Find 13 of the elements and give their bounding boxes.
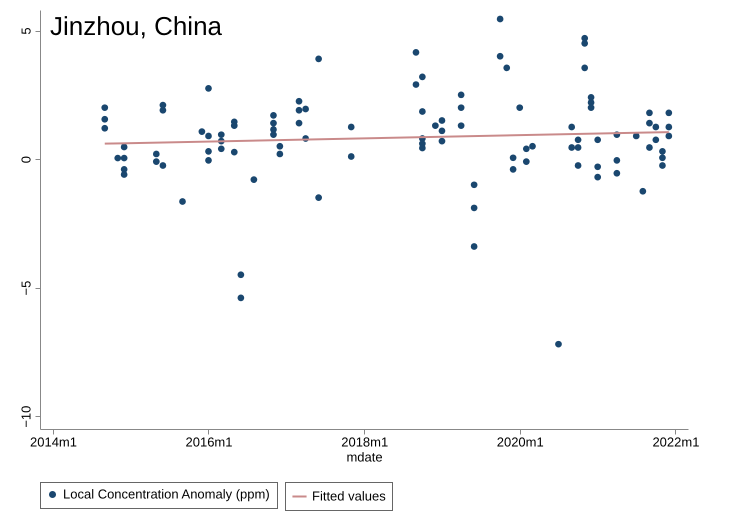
y-tick-label: −5 xyxy=(18,280,34,296)
x-tick-label: 2022m1 xyxy=(652,434,700,450)
x-tick-label: 2016m1 xyxy=(186,434,232,450)
legend-label: Fitted values xyxy=(312,488,386,504)
x-axis-title: mdate xyxy=(346,450,383,464)
x-tick-label: 2018m1 xyxy=(341,434,388,450)
y-tick-label: −10 xyxy=(18,406,34,428)
y-tick-label: 0 xyxy=(18,156,34,164)
x-tick-label: 2014m1 xyxy=(30,434,77,450)
y-tick-label: 5 xyxy=(18,27,34,35)
chart-title: Jinzhou, China xyxy=(50,11,223,41)
x-tick-label: 2020m1 xyxy=(496,434,544,450)
legend-label: Local Concentration Anomaly (ppm) xyxy=(63,486,270,502)
